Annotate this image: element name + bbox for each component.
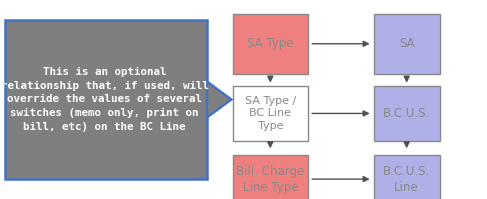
Text: B.C.U.S.
Line: B.C.U.S. Line (383, 165, 431, 194)
FancyBboxPatch shape (233, 14, 308, 74)
Text: SA Type /
BC Line
Type: SA Type / BC Line Type (244, 96, 296, 131)
FancyBboxPatch shape (5, 20, 207, 179)
Text: Bill. Charge
Line Type: Bill. Charge Line Type (236, 165, 304, 194)
Text: SA Type: SA Type (247, 37, 294, 50)
Text: B.C.U.S.: B.C.U.S. (383, 107, 431, 120)
Text: This is an optional
relationship that, if used, will
override the values of seve: This is an optional relationship that, i… (0, 67, 209, 132)
Text: SA: SA (399, 37, 414, 50)
FancyBboxPatch shape (374, 86, 439, 141)
FancyBboxPatch shape (233, 155, 308, 199)
FancyBboxPatch shape (374, 155, 439, 199)
FancyBboxPatch shape (233, 86, 308, 141)
Polygon shape (207, 82, 231, 117)
FancyBboxPatch shape (374, 14, 439, 74)
